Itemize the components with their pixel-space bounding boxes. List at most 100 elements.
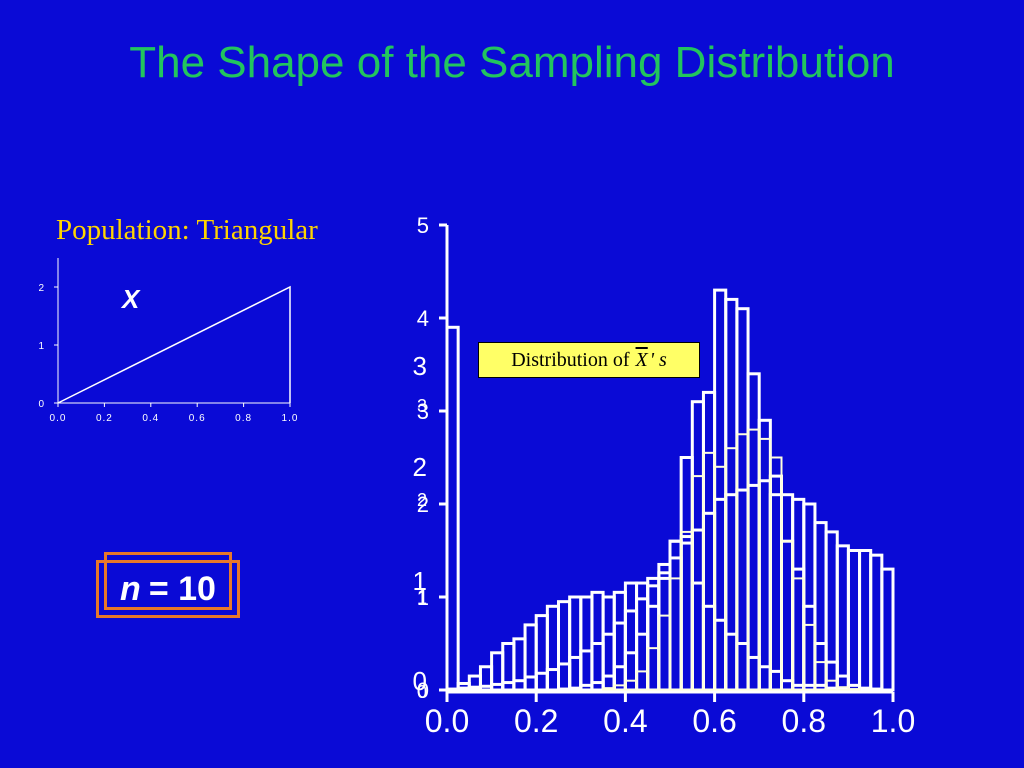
sampling-bar [713,288,728,692]
pop-series-label: X [120,284,141,314]
sampling-bar [690,581,705,692]
pop-x-tick-label: 0.4 [142,413,159,424]
sampling-bar [456,686,471,692]
sampling-bar [780,539,795,692]
sample-size-frame-back [96,560,240,618]
sampling-bar [702,451,716,691]
sampling-bar [612,665,627,692]
sampling-bar [669,577,683,692]
distribution-label-suffix: ' s [649,348,667,371]
sampling-bar [701,604,717,692]
distribution-label: Distribution of X ' s [478,342,700,378]
sample-size-text: n = 10 [96,560,240,618]
sampling-bar [846,549,862,692]
sampling-bar [568,595,583,692]
population-label: Population: Triangular [56,214,318,246]
sampling-bar [858,549,873,692]
sampling-bar [724,493,739,692]
sampling-bar [746,483,761,692]
sampling-bar [813,661,828,691]
samp-y-tick-label: 1 [417,585,429,610]
sampling-bar [557,687,572,692]
sampling-bar [713,497,728,692]
samp-overlay-label: 2 [417,490,427,510]
sampling-bar [724,447,738,692]
samp-x-tick-label: 0.8 [782,703,826,739]
pop-x-tick-label: 0.8 [235,413,252,424]
pop-x-tick-label: 0.6 [189,413,206,424]
samp-x-tick-label: 0.0 [425,703,469,739]
samp-y-tick-label: 5 [417,213,429,238]
sample-size-frame-front [104,552,232,610]
sampling-bar [657,562,672,692]
sampling-bar [557,600,572,692]
sampling-bar [757,418,772,692]
sampling-bar [523,675,538,692]
slide-title: The Shape of the Sampling Distribution [129,38,895,87]
sampling-bar [545,604,560,692]
pop-y-tick-label: 0 [38,399,44,410]
sampling-bar [680,530,694,692]
sampling-bar [701,511,717,692]
distribution-label-symbol: X [635,348,648,371]
samp-overlay-label: 1 [417,588,427,608]
sampling-bar [657,571,672,692]
sampling-bar [835,544,850,692]
sampling-bar [690,400,705,692]
sampling-bar [824,660,839,692]
sampling-bar [747,428,761,691]
sampling-bar [545,668,560,692]
sampling-bar [768,493,783,692]
sampling-bar [557,662,572,692]
sampling-bar [534,614,549,692]
sampling-bar [802,502,817,692]
sampling-bar [869,553,884,692]
samp-x-tick-label: 0.4 [603,703,647,739]
sampling-bar [445,325,460,692]
sampling-bar [858,686,873,692]
sampling-bar [769,456,783,691]
samp-y-tick-label: 3 [417,399,429,424]
sample-size-box: n = 10 [96,552,240,618]
sampling-bar [780,540,794,692]
sampling-bar [635,632,650,692]
sampling-bar [735,433,750,691]
sampling-bar [802,604,817,692]
sampling-bar [713,618,728,692]
samp-overlay-label: 2 [413,452,427,482]
sampling-bar [880,567,895,692]
sampling-bar [635,597,650,692]
sampling-bar [701,390,717,692]
pop-density-line [57,285,291,404]
sampling-bar [679,535,694,692]
sampling-bar [490,682,505,692]
sampling-bar [757,665,772,692]
sampling-bar [523,623,538,692]
sampling-bar [813,521,828,692]
sampling-bar [657,614,671,691]
sample-size-value: = 10 [148,569,216,608]
sampling-bar [534,671,549,692]
pop-x-tick-label: 1.0 [282,413,299,424]
sampling-bar [825,679,839,692]
sampling-bar [445,687,460,692]
sampling-bar [668,539,683,692]
sampling-bar [791,497,806,692]
sampling-bar [847,688,861,692]
sampling-bar [601,632,616,692]
sampling-bar [679,541,694,692]
sampling-bar [467,685,482,692]
sampling-bar [623,581,639,692]
sampling-bar [512,679,527,692]
sampling-bar [746,655,761,692]
sampling-bar [724,632,739,692]
samp-overlay-label: 3 [413,351,427,381]
sampling-bar [690,528,705,692]
sampling-bar [668,539,683,692]
sampling-bar [768,474,783,692]
sampling-bar [602,687,616,692]
samp-x-tick-label: 0.2 [514,703,558,739]
samp-x-tick-label: 0.6 [692,703,736,739]
samp-overlay-label: 3 [417,396,427,416]
